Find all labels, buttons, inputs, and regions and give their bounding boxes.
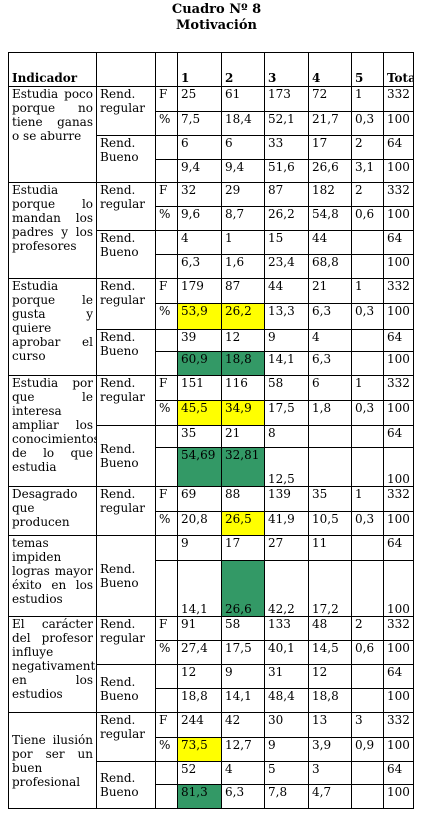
group-label: Rend. regular [96, 375, 156, 426]
highlight-yellow: 53,9 [177, 303, 222, 330]
group-label: Rend. regular [96, 182, 156, 231]
indicator-label: Tiene ilusión por ser un buen profesiona… [8, 712, 97, 809]
group-label: Rend. regular [96, 278, 156, 330]
table-row: % 73,5 12,7 9 3,9 0,9 100 [9, 737, 414, 762]
highlight-yellow: 26,5 [221, 511, 265, 536]
table-row: 54,69 32,81 12,5 100 [9, 447, 414, 487]
group-label: Rend. Bueno [96, 425, 156, 487]
highlight-green: 26,6 [221, 560, 265, 617]
group-label: Rend. Bueno [96, 535, 156, 617]
highlight-yellow: 34,9 [221, 400, 265, 426]
group-label: Rend. regular [96, 486, 156, 536]
highlight-green: 18,8 [221, 351, 265, 376]
highlight-green: 81,3 [177, 784, 222, 809]
table-row: % 53,9 26,2 13,3 6,3 0,3 100 [9, 303, 414, 330]
header-col-4: 4 [308, 52, 352, 87]
indicator-label: temas impiden logras mayor éxito en los … [8, 535, 97, 617]
motivation-table: Indicador 1 2 3 4 5 Total Estudia poco p… [8, 52, 414, 809]
indicator-label: Estudia por que le interesa ampliar los … [8, 375, 97, 487]
highlight-green: 60,9 [177, 351, 222, 376]
group-label: Rend. Bueno [96, 761, 156, 809]
header-col-1: 1 [177, 52, 222, 87]
header-row: Indicador 1 2 3 4 5 Total [8, 52, 414, 87]
table-row: Estudia porque lo mandan los padres y lo… [8, 182, 414, 279]
table-row: % 9,6 8,7 26,2 54,8 0,6 100 [9, 206, 414, 231]
table-row: % 20,8 26,5 41,9 10,5 0,3 100 [9, 511, 414, 536]
table-row: Rend. Bueno 12 9 31 12 64 [9, 664, 414, 713]
table-row: Estudia por que le interesa ampliar los … [8, 375, 414, 487]
table-row: 18,8 14,1 48,4 18,8 100 [9, 688, 414, 713]
group-label: Rend. Bueno [96, 230, 156, 279]
table-row: Estudia poco porque no tiene ganas o se … [8, 86, 414, 183]
group-label: Rend. Bueno [96, 329, 156, 376]
table-caption: Cuadro Nº 8 [171, 2, 262, 17]
indicator-label: El carácter del profesor influye negativ… [8, 616, 97, 713]
header-total: Total [383, 52, 414, 87]
table-row: % 45,5 34,9 17,5 1,8 0,3 100 [9, 400, 414, 426]
header-col-3: 3 [264, 52, 309, 87]
table-title: Motivación [176, 18, 257, 33]
group-label: Rend. regular [96, 616, 156, 665]
indicator-label: Estudia porque lo mandan los padres y lo… [8, 182, 97, 279]
table-row: El carácter del profesor influye negativ… [8, 616, 414, 713]
group-label: Rend. Bueno [96, 664, 156, 713]
highlight-yellow: 73,5 [177, 737, 222, 762]
indicator-label: Desagrado que producen [8, 486, 97, 536]
table-row: temas impiden logras mayor éxito en los … [8, 535, 414, 617]
header-col-2: 2 [221, 52, 265, 87]
group-label: Rend. Bueno [96, 135, 156, 183]
highlight-green: 32,81 [221, 447, 265, 487]
table-row: 9,4 9,4 51,6 26,6 3,1 100 [9, 159, 414, 183]
table-row: % 7,5 18,4 52,1 21,7 0,3 100 [9, 111, 414, 136]
table-row: Tiene ilusión por ser un buen profesiona… [8, 712, 414, 809]
table-row: Desagrado que producen Rend. regular F 6… [8, 486, 414, 536]
table-row: 81,3 6,3 7,8 4,7 100 [9, 784, 414, 809]
header-indicador: Indicador [8, 52, 97, 87]
highlight-green: 54,69 [177, 447, 222, 487]
group-label: Rend. regular [96, 86, 156, 136]
indicator-label: Estudia poco porque no tiene ganas o se … [8, 86, 97, 183]
group-label: Rend. regular [96, 712, 156, 762]
highlight-yellow: 45,5 [177, 400, 222, 426]
table-row: Estudia porque le gusta y quiere aprobar… [8, 278, 414, 376]
header-col-5: 5 [351, 52, 384, 87]
table-row: Rend. Bueno 39 12 9 4 64 [9, 329, 414, 376]
table-row: 14,1 26,6 42,2 17,2 100 [9, 560, 414, 617]
indicator-label: Estudia porque le gusta y quiere aprobar… [8, 278, 97, 376]
highlight-yellow: 26,2 [221, 303, 265, 330]
